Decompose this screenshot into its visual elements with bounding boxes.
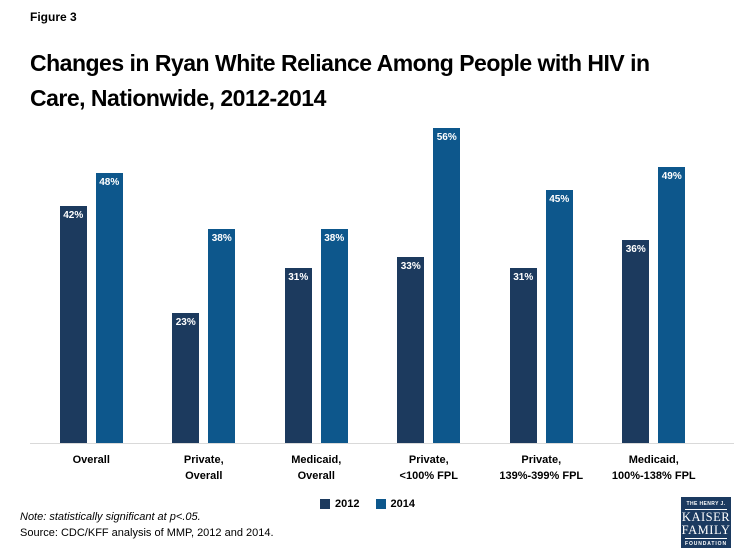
bar-2012-1: 23%: [172, 313, 200, 443]
legend-swatch-2014: [375, 499, 386, 509]
legend-item-2012: 2012: [320, 498, 360, 510]
bar-2014-2: 38%: [320, 228, 348, 443]
bar-2012-4: 31%: [509, 268, 537, 443]
bar-value-label: 38%: [211, 232, 232, 244]
bar-2014-1: 38%: [208, 228, 236, 443]
bar-2012-0: 42%: [59, 206, 87, 443]
x-axis-line: [30, 443, 734, 444]
bar-value-label: 45%: [549, 193, 570, 205]
logo-line-family: FAMILY: [681, 523, 731, 537]
bar-2012-5: 36%: [622, 240, 650, 443]
bar-value-label: 36%: [625, 244, 646, 256]
x-axis-label-5: Medicaid, 100%-138% FPL: [611, 454, 696, 482]
legend-label-2012: 2012: [335, 498, 360, 510]
logo-line-foundation: FOUNDATION: [685, 538, 727, 547]
source-text: Source: CDC/KFF analysis of MMP, 2012 an…: [20, 527, 274, 539]
legend-label-2014: 2014: [390, 498, 415, 510]
bar-group-5: 36% 49%: [598, 105, 711, 443]
bar-value-label: 42%: [63, 210, 84, 222]
bar-value-label: 48%: [99, 176, 120, 188]
x-axis-label-1: Private, Overall: [183, 454, 224, 482]
bar-2012-3: 33%: [397, 257, 425, 443]
bar-2012-2: 31%: [284, 268, 312, 443]
x-axis-labels: Overall Private, Overall Medicaid, Overall Pr…: [35, 452, 710, 484]
bar-value-label: 23%: [175, 317, 196, 329]
bar-group-0: 42% 48%: [35, 105, 148, 443]
legend-swatch-2012: [320, 499, 331, 509]
bar-2014-0: 48%: [95, 172, 123, 443]
kaiser-family-foundation-logo: THE HENRY J. KAISER FAMILY FOUNDATION: [681, 497, 731, 548]
bar-group-3: 33% 56%: [373, 105, 486, 443]
bar-value-label: 33%: [400, 261, 421, 273]
bar-group-4: 31% 45%: [485, 105, 598, 443]
chart-title: Changes in Ryan White Reliance Among Peo…: [30, 50, 650, 111]
bar-value-label: 49%: [661, 170, 682, 182]
bar-group-2: 31% 38%: [260, 105, 373, 443]
x-axis-label-4: Private, 139%-399% FPL: [499, 454, 584, 482]
bar-group-1: 23% 38%: [148, 105, 261, 443]
chart-legend: 2012 2014: [0, 498, 735, 510]
bar-2014-4: 45%: [545, 189, 573, 443]
x-axis-label-0: Overall: [72, 454, 110, 466]
x-axis-label-3: Private, <100% FPL: [399, 454, 458, 482]
logo-line-henry-j: THE HENRY J.: [685, 501, 727, 510]
note-text: Note: statistically significant at p<.05…: [20, 511, 201, 523]
bar-value-label: 38%: [324, 232, 345, 244]
bar-2014-5: 49%: [658, 166, 686, 443]
bar-value-label: 31%: [288, 272, 309, 284]
legend-item-2014: 2014: [375, 498, 415, 510]
x-axis-label-2: Medicaid, Overall: [291, 454, 342, 482]
logo-line-kaiser: KAISER: [681, 510, 731, 524]
bar-2014-3: 56%: [433, 127, 461, 443]
bar-value-label: 56%: [436, 131, 457, 143]
bar-value-label: 31%: [513, 272, 534, 284]
plot-area: 42% 48% 23% 38% 31% 38% 33% 56% 31% 45% 36% 49%: [35, 105, 710, 443]
figure-label: Figure 3: [30, 10, 77, 24]
